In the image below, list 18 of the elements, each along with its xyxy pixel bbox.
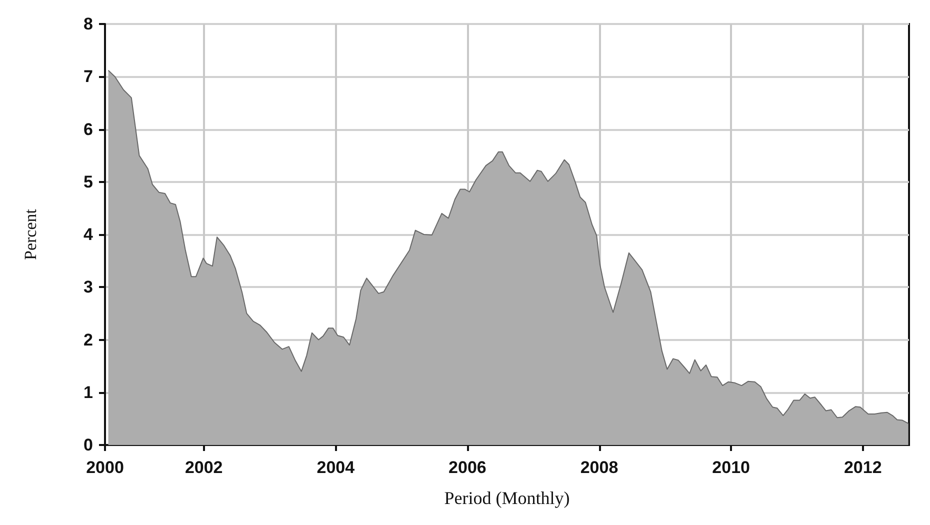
y-tick-label: 0 bbox=[84, 436, 93, 454]
x-tick-label: 2000 bbox=[86, 458, 124, 477]
y-tick-label: 8 bbox=[84, 14, 93, 34]
x-tick-label: 2002 bbox=[184, 458, 223, 477]
x-tick-label: 2006 bbox=[448, 458, 486, 477]
y-tick-label: 4 bbox=[84, 225, 94, 244]
x-tick-label: 2008 bbox=[580, 458, 618, 477]
x-axis-title: Period (Monthly) bbox=[444, 488, 570, 508]
x-tick-label: 2004 bbox=[316, 458, 356, 477]
y-tick-label: 5 bbox=[84, 172, 93, 192]
y-tick-label: 1 bbox=[84, 382, 93, 402]
y-tick-label: 2 bbox=[84, 330, 93, 350]
y-axis-title: Percent bbox=[21, 208, 40, 260]
y-tick-label: 3 bbox=[84, 278, 93, 297]
x-tick-label: 2010 bbox=[712, 458, 750, 477]
x-tick-label: 2012 bbox=[844, 458, 882, 477]
y-tick-label: 6 bbox=[84, 120, 93, 139]
y-tick-label: 7 bbox=[84, 67, 93, 86]
